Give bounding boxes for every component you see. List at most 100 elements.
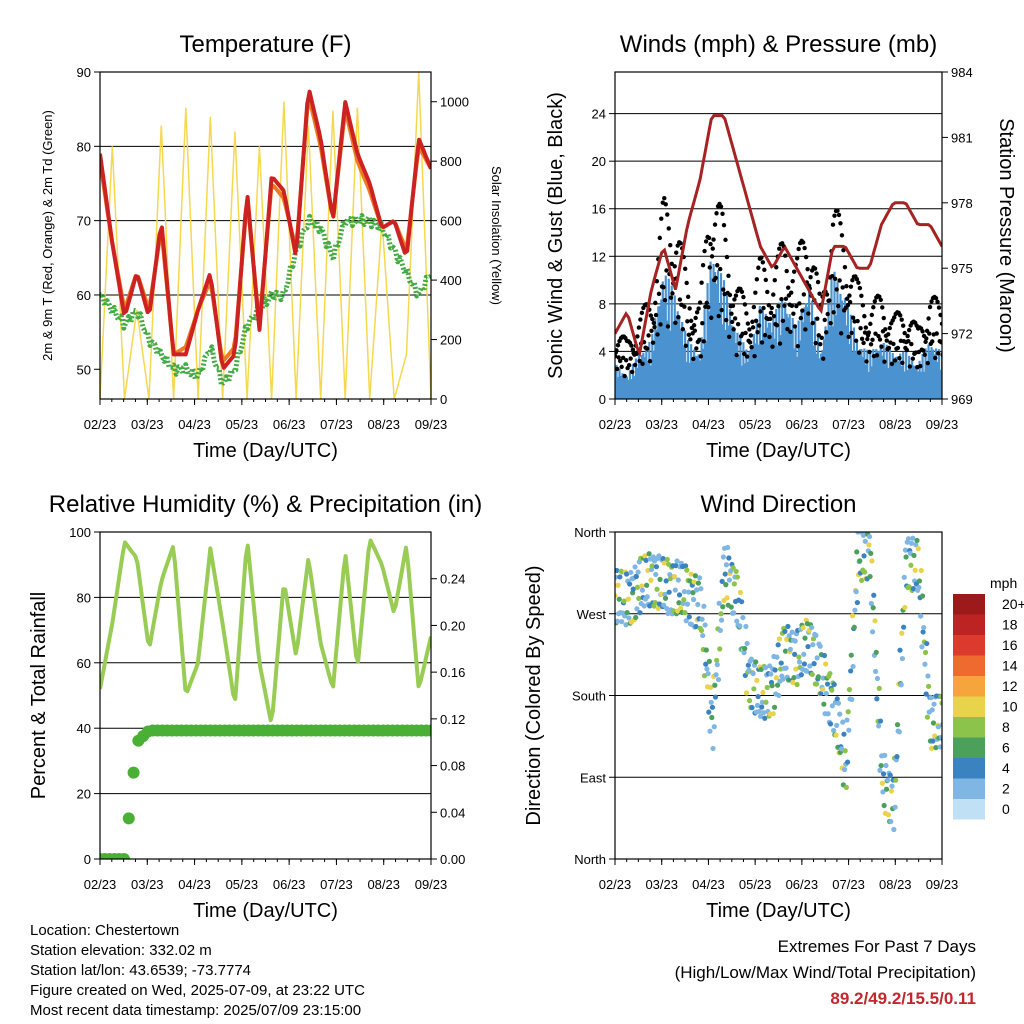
direction-point [704, 666, 710, 672]
direction-ytick-label: East [580, 770, 606, 785]
gust-point [644, 346, 650, 351]
gust-point [729, 319, 735, 325]
direction-point [639, 583, 645, 589]
winds-xlabel: Time (Day/UTC) [706, 440, 851, 462]
precipitation-point [425, 724, 431, 737]
direction-point [648, 577, 654, 583]
gust-point [676, 315, 681, 320]
direction-point [641, 603, 647, 609]
direction-point [749, 705, 755, 711]
gust-point [786, 285, 791, 290]
temperature-xtick-label: 07/23 [320, 417, 353, 432]
gust-point [923, 339, 928, 345]
direction-point [663, 578, 669, 584]
gust-point [784, 268, 789, 274]
series-2m-t [100, 89, 431, 370]
temperature-title: Temperature (F) [179, 31, 351, 58]
direction-ytick-label: West [577, 607, 607, 622]
direction-point [655, 605, 661, 612]
direction-point [790, 679, 796, 685]
gust-point [929, 299, 934, 304]
direction-point [851, 624, 857, 630]
gust-point [868, 321, 873, 327]
temperature-y2tick-label: 0 [440, 392, 447, 407]
gust-point [620, 355, 626, 361]
gust-point [650, 340, 656, 345]
direction-point [809, 671, 815, 678]
direction-point [734, 574, 740, 580]
direction-point [646, 551, 652, 557]
gust-point [844, 296, 850, 301]
winds-title: Winds (mph) & Pressure (mb) [620, 31, 937, 58]
gust-point [830, 222, 836, 227]
gust-point [900, 360, 905, 366]
gust-point [910, 356, 916, 361]
gust-point [886, 332, 891, 337]
direction-point [695, 601, 701, 608]
direction-point [827, 670, 833, 677]
gust-point [661, 285, 666, 290]
humidity-xtick-label: 07/23 [320, 877, 353, 892]
temperature-ytick-label: 80 [77, 139, 91, 154]
legend-swatch [953, 594, 985, 615]
direction-point [744, 640, 750, 647]
gust-point [734, 352, 739, 358]
direction-point [898, 682, 904, 688]
gust-point [650, 316, 655, 322]
gust-point [834, 287, 839, 292]
gust-point [815, 316, 820, 321]
direction-point [878, 762, 884, 769]
gust-point [630, 347, 636, 352]
recent-timestamp: Most recent data timestamp: 2025/07/09 2… [30, 1002, 362, 1019]
legend-swatch [953, 737, 985, 758]
direction-point [914, 537, 920, 544]
temperature-ytick-label: 60 [77, 288, 91, 303]
direction-point [619, 619, 625, 625]
direction-point [877, 767, 883, 773]
gust-point [626, 363, 632, 368]
direction-point [675, 577, 681, 583]
direction-point [849, 613, 856, 619]
direction-point [871, 592, 877, 598]
gust-point [832, 213, 837, 218]
gust-point [800, 308, 805, 313]
gust-point [897, 355, 902, 361]
gust-point [882, 359, 887, 364]
gust-point [772, 278, 777, 283]
direction-point [883, 762, 889, 769]
extremes-block: Extremes For Past 7 Days (High/Low/Max W… [675, 934, 976, 1012]
direction-point [650, 554, 656, 560]
gust-point [837, 278, 842, 283]
direction-point [802, 635, 808, 641]
direction-point [692, 573, 698, 579]
gust-point [639, 310, 645, 316]
station-info: Location: Chestertown Station elevation:… [30, 921, 365, 1021]
direction-point [753, 659, 759, 665]
winds-ytick-label: 20 [592, 154, 606, 169]
gust-point [938, 312, 942, 318]
gust-point [780, 318, 786, 324]
humidity-xtick-label: 09/23 [415, 877, 448, 892]
direction-point [782, 628, 788, 634]
direction-point [774, 682, 781, 688]
gust-point [662, 196, 667, 201]
direction-point [628, 569, 634, 576]
gust-point [636, 325, 642, 330]
gust-point [800, 240, 806, 245]
direction-point [874, 696, 880, 702]
temperature-ytick-label: 50 [77, 362, 91, 377]
direction-point [723, 582, 729, 588]
direction-point [623, 571, 630, 577]
gust-point [698, 354, 704, 359]
gust-point [899, 317, 904, 322]
gust-point [707, 265, 712, 270]
gust-point [862, 330, 868, 335]
direction-point [844, 717, 850, 723]
direction-point [739, 599, 745, 605]
direction-point [922, 649, 929, 656]
direction-point [846, 686, 853, 693]
gust-point [716, 313, 721, 319]
direction-ytick-label: North [574, 852, 606, 867]
gust-point [838, 331, 844, 336]
gust-point [869, 312, 875, 318]
